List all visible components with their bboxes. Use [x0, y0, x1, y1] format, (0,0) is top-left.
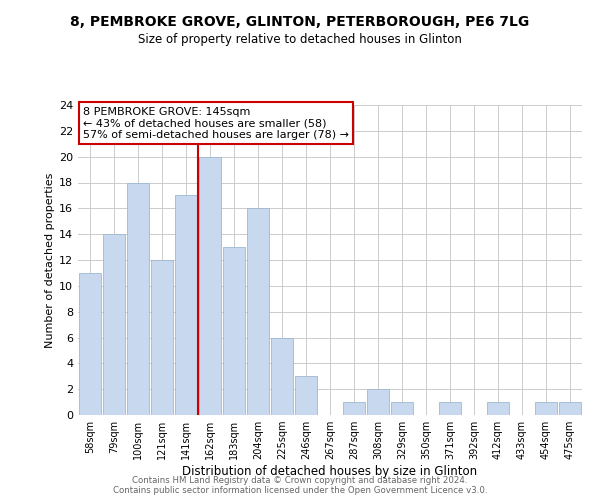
- Bar: [535, 402, 557, 415]
- Bar: [439, 402, 461, 415]
- Text: 8, PEMBROKE GROVE, GLINTON, PETERBOROUGH, PE6 7LG: 8, PEMBROKE GROVE, GLINTON, PETERBOROUGH…: [70, 15, 530, 29]
- Bar: [175, 196, 197, 415]
- Bar: [223, 247, 245, 415]
- Bar: [127, 182, 149, 415]
- Bar: [199, 156, 221, 415]
- Bar: [391, 402, 413, 415]
- Bar: [79, 273, 101, 415]
- Bar: [103, 234, 125, 415]
- Bar: [295, 376, 317, 415]
- Text: Contains HM Land Registry data © Crown copyright and database right 2024.
Contai: Contains HM Land Registry data © Crown c…: [113, 476, 487, 495]
- Bar: [247, 208, 269, 415]
- Bar: [559, 402, 581, 415]
- Text: 8 PEMBROKE GROVE: 145sqm
← 43% of detached houses are smaller (58)
57% of semi-d: 8 PEMBROKE GROVE: 145sqm ← 43% of detach…: [83, 106, 349, 140]
- Bar: [487, 402, 509, 415]
- X-axis label: Distribution of detached houses by size in Glinton: Distribution of detached houses by size …: [182, 465, 478, 478]
- Text: Size of property relative to detached houses in Glinton: Size of property relative to detached ho…: [138, 32, 462, 46]
- Bar: [367, 389, 389, 415]
- Bar: [343, 402, 365, 415]
- Bar: [151, 260, 173, 415]
- Y-axis label: Number of detached properties: Number of detached properties: [45, 172, 55, 348]
- Bar: [271, 338, 293, 415]
